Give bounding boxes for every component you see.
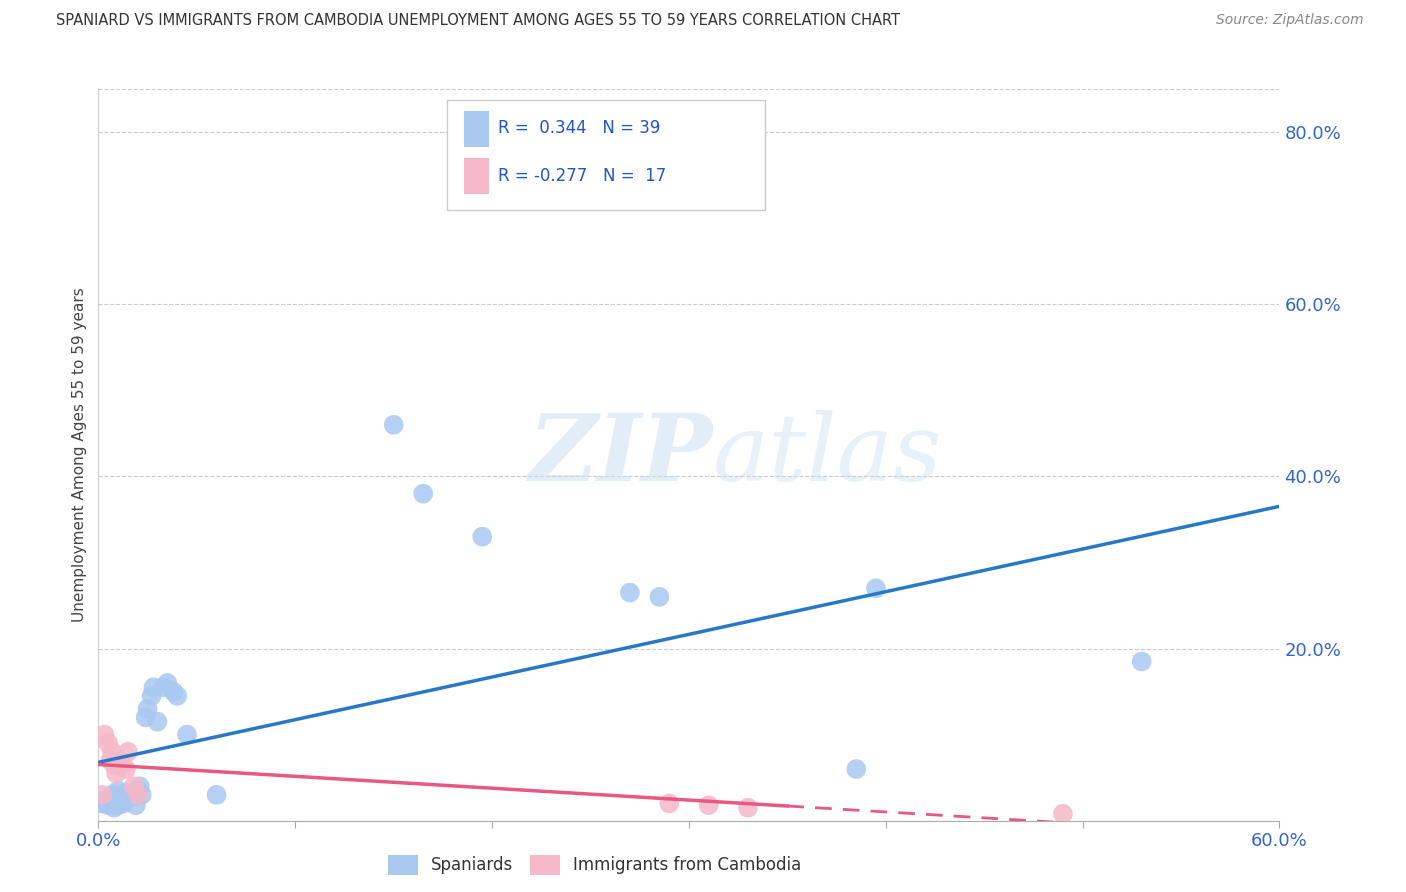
Point bbox=[108, 795, 131, 809]
Point bbox=[111, 789, 134, 804]
Point bbox=[152, 680, 174, 694]
Point bbox=[471, 530, 494, 544]
Point bbox=[865, 582, 887, 596]
Point bbox=[127, 788, 149, 802]
Point bbox=[117, 792, 139, 806]
Point bbox=[125, 798, 148, 813]
Text: R = -0.277   N =  17: R = -0.277 N = 17 bbox=[498, 167, 666, 185]
Point bbox=[107, 783, 129, 797]
Point bbox=[658, 797, 681, 811]
Point bbox=[115, 762, 138, 776]
Point bbox=[142, 680, 165, 694]
Point bbox=[845, 762, 868, 776]
Text: ZIP: ZIP bbox=[529, 410, 713, 500]
Text: SPANIARD VS IMMIGRANTS FROM CAMBODIA UNEMPLOYMENT AMONG AGES 55 TO 59 YEARS CORR: SPANIARD VS IMMIGRANTS FROM CAMBODIA UNE… bbox=[56, 13, 900, 29]
Point bbox=[131, 788, 153, 802]
Point bbox=[205, 788, 228, 802]
Point bbox=[127, 783, 149, 797]
Point bbox=[115, 786, 138, 800]
Point bbox=[105, 792, 128, 806]
Point bbox=[146, 714, 169, 729]
Point bbox=[1130, 655, 1153, 669]
Point bbox=[103, 801, 125, 815]
Point bbox=[412, 486, 434, 500]
Point bbox=[98, 753, 121, 767]
Point bbox=[166, 689, 188, 703]
Point bbox=[93, 728, 115, 742]
Point bbox=[97, 798, 120, 813]
Point bbox=[91, 797, 114, 811]
Point bbox=[97, 736, 120, 750]
Point bbox=[176, 728, 198, 742]
Point bbox=[101, 745, 124, 759]
Point bbox=[1052, 806, 1074, 821]
Point bbox=[111, 757, 134, 772]
Point bbox=[162, 684, 184, 698]
Point bbox=[103, 757, 125, 772]
Point bbox=[105, 766, 128, 780]
Point bbox=[112, 797, 135, 811]
Point bbox=[135, 710, 157, 724]
Text: R =  0.344   N = 39: R = 0.344 N = 39 bbox=[498, 120, 659, 137]
Point bbox=[737, 801, 759, 815]
Point bbox=[118, 788, 141, 802]
Point bbox=[619, 585, 641, 599]
Y-axis label: Unemployment Among Ages 55 to 59 years: Unemployment Among Ages 55 to 59 years bbox=[72, 287, 87, 623]
Point bbox=[648, 590, 671, 604]
Legend: Spaniards, Immigrants from Cambodia: Spaniards, Immigrants from Cambodia bbox=[381, 848, 808, 882]
Point bbox=[107, 753, 129, 767]
Point bbox=[91, 788, 114, 802]
Point bbox=[128, 779, 150, 793]
Point bbox=[697, 798, 720, 813]
Point bbox=[96, 792, 118, 806]
Point bbox=[382, 417, 405, 432]
Point bbox=[141, 689, 163, 703]
Point bbox=[122, 789, 145, 804]
Point bbox=[156, 676, 179, 690]
Text: atlas: atlas bbox=[713, 410, 942, 500]
Point bbox=[117, 745, 139, 759]
Point bbox=[107, 798, 129, 813]
Text: Source: ZipAtlas.com: Source: ZipAtlas.com bbox=[1216, 13, 1364, 28]
Point bbox=[122, 779, 145, 793]
Point bbox=[98, 795, 121, 809]
Point bbox=[101, 788, 124, 802]
Point bbox=[136, 702, 159, 716]
